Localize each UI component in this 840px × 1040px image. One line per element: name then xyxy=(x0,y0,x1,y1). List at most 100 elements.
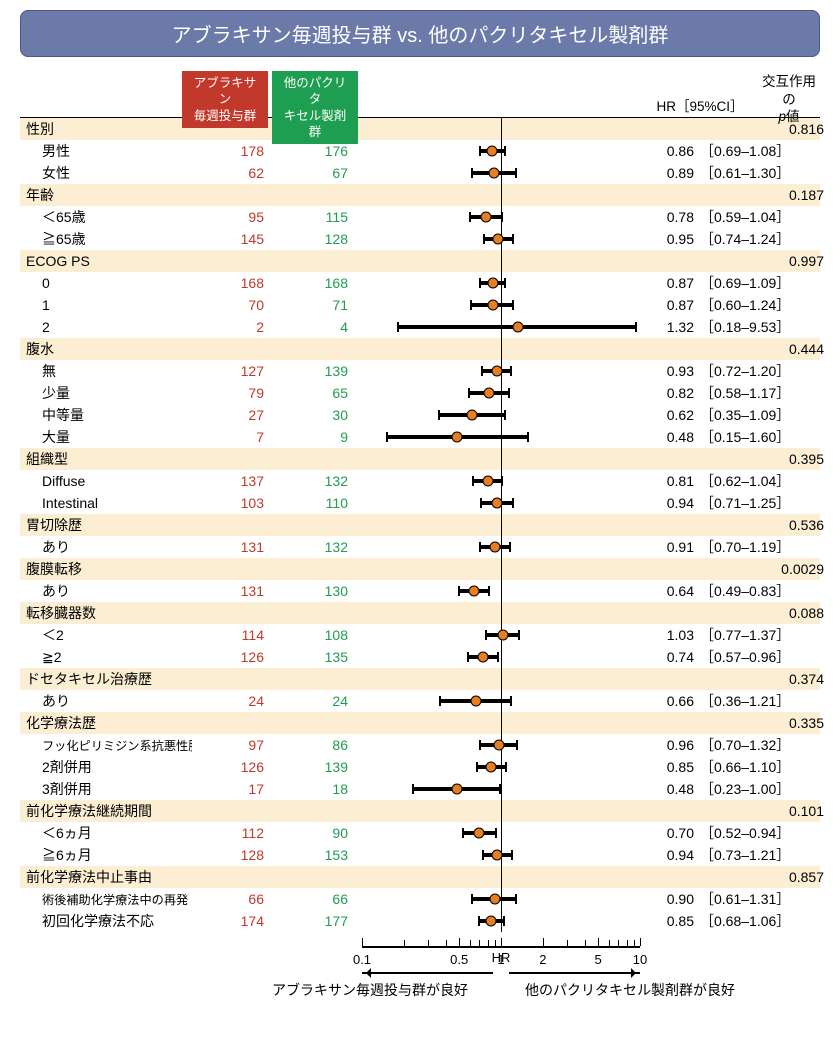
n-other: 132 xyxy=(270,539,362,555)
sub-row: 01681680.87［0.69–1.09］ xyxy=(20,272,820,294)
p-value: 0.374 xyxy=(768,671,830,687)
n-other: 18 xyxy=(270,781,362,797)
n-abraxane: 66 xyxy=(192,891,270,907)
group-row: 化学療法歴0.335 xyxy=(20,712,820,734)
ci-value: ［0.18–9.53］ xyxy=(698,317,768,337)
sub-row: ＜21141081.03［0.77–1.37］ xyxy=(20,624,820,646)
hr-value: 0.96 xyxy=(640,737,698,753)
group-label: ECOG PS xyxy=(20,253,192,269)
group-row: 前化学療法継続期間0.101 xyxy=(20,800,820,822)
sub-row: 2剤併用1261390.85［0.66–1.10］ xyxy=(20,756,820,778)
header-other: 他のパクリタ キセル製剤群 xyxy=(272,71,358,144)
sub-label: ＜2 xyxy=(20,625,192,645)
hr-value: 0.82 xyxy=(640,385,698,401)
ci-value: ［0.61–1.31］ xyxy=(698,889,768,909)
forest-cell xyxy=(362,206,640,228)
p-value: 0.444 xyxy=(768,341,830,357)
hr-point-icon xyxy=(484,388,495,399)
sub-row: 3剤併用1718 0.48［0.23–1.00］ xyxy=(20,778,820,800)
ci-value: ［0.73–1.21］ xyxy=(698,845,768,865)
group-label: 化学療法歴 xyxy=(20,713,192,733)
hr-point-icon xyxy=(491,366,502,377)
group-label: 年齢 xyxy=(20,185,192,205)
group-label: 組織型 xyxy=(20,449,192,469)
p-value: 0.857 xyxy=(768,869,830,885)
n-other: 139 xyxy=(270,759,362,775)
group-label: ドセタキセル治療歴 xyxy=(20,669,192,689)
group-row: 腹膜転移0.0029 xyxy=(20,558,820,580)
axis-tick-label: 5 xyxy=(595,952,602,967)
sub-row: 大量790.48［0.15–1.60］ xyxy=(20,426,820,448)
ci-value: ［0.71–1.25］ xyxy=(698,493,768,513)
forest-cell xyxy=(362,646,640,668)
n-abraxane: 79 xyxy=(192,385,270,401)
sub-label: あり xyxy=(20,691,192,711)
group-row: ECOG PS0.997 xyxy=(20,250,820,272)
n-abraxane: 103 xyxy=(192,495,270,511)
hr-point-icon xyxy=(492,850,503,861)
hr-value: 0.48 xyxy=(640,781,698,797)
n-other: 4 xyxy=(270,319,362,335)
n-abraxane: 145 xyxy=(192,231,270,247)
sub-row: ≧65歳1451280.95［0.74–1.24］ xyxy=(20,228,820,250)
ci-value: ［0.49–0.83］ xyxy=(698,581,768,601)
ci-value: ［0.35–1.09］ xyxy=(698,405,768,425)
header-hr-ci: HR［95%CI］ xyxy=(640,95,760,115)
sub-label: 少量 xyxy=(20,383,192,403)
hr-point-icon xyxy=(487,300,498,311)
n-other: 108 xyxy=(270,627,362,643)
chart-title: アブラキサン毎週投与群 vs. 他のパクリタキセル製剤群 xyxy=(20,10,820,57)
n-other: 139 xyxy=(270,363,362,379)
header-pvalue: 交互作用の p値 xyxy=(758,73,820,126)
hr-point-icon xyxy=(477,652,488,663)
hr-point-icon xyxy=(489,894,500,905)
sub-label: 初回化学療法不応 xyxy=(20,911,192,931)
ci-value: ［0.61–1.30］ xyxy=(698,163,768,183)
sub-row: 男性1781760.86［0.69–1.08］ xyxy=(20,140,820,162)
ci-value: ［0.52–0.94］ xyxy=(698,823,768,843)
group-label: 前化学療法中止事由 xyxy=(20,867,192,887)
forest-cell xyxy=(362,426,640,448)
sub-label: Intestinal xyxy=(20,495,192,511)
hr-value: 0.90 xyxy=(640,891,698,907)
n-abraxane: 128 xyxy=(192,847,270,863)
hr-point-icon xyxy=(488,168,499,179)
sub-row: あり1311320.91［0.70–1.19］ xyxy=(20,536,820,558)
ci-value: ［0.23–1.00］ xyxy=(698,779,768,799)
forest-cell xyxy=(362,624,640,646)
sub-row: 2241.32［0.18–9.53］ xyxy=(20,316,820,338)
sub-label: フッ化ピリミジン系抗悪性腫瘍剤単剤 xyxy=(20,736,192,754)
n-abraxane: 17 xyxy=(192,781,270,797)
sub-row: ≧6ヵ月1281530.94［0.73–1.21］ xyxy=(20,844,820,866)
hr-value: 0.66 xyxy=(640,693,698,709)
hr-point-icon xyxy=(469,586,480,597)
sub-label: 3剤併用 xyxy=(20,779,192,799)
n-abraxane: 131 xyxy=(192,583,270,599)
hr-value: 0.91 xyxy=(640,539,698,555)
arrow-left-icon xyxy=(362,972,493,974)
forest-cell xyxy=(362,536,640,558)
n-other: 90 xyxy=(270,825,362,841)
sub-label: 女性 xyxy=(20,163,192,183)
n-other: 86 xyxy=(270,737,362,753)
hr-point-icon xyxy=(481,212,492,223)
n-other: 168 xyxy=(270,275,362,291)
sub-label: 2剤併用 xyxy=(20,757,192,777)
group-row: 年齢0.187 xyxy=(20,184,820,206)
ci-value: ［0.70–1.32］ xyxy=(698,735,768,755)
axis-tick-label: 0.1 xyxy=(353,952,371,967)
n-abraxane: 112 xyxy=(192,825,270,841)
sub-row: Diffuse1371320.81［0.62–1.04］ xyxy=(20,470,820,492)
forest-cell xyxy=(362,844,640,866)
forest-cell xyxy=(362,382,640,404)
forest-cell xyxy=(362,316,640,338)
hr-point-icon xyxy=(493,740,504,751)
hr-value: 0.87 xyxy=(640,297,698,313)
hr-point-icon xyxy=(492,498,503,509)
hr-value: 1.03 xyxy=(640,627,698,643)
p-value: 0.536 xyxy=(768,517,830,533)
n-abraxane: 62 xyxy=(192,165,270,181)
hr-point-icon xyxy=(451,784,462,795)
forest-cell xyxy=(362,162,640,184)
forest-cell xyxy=(362,778,640,800)
